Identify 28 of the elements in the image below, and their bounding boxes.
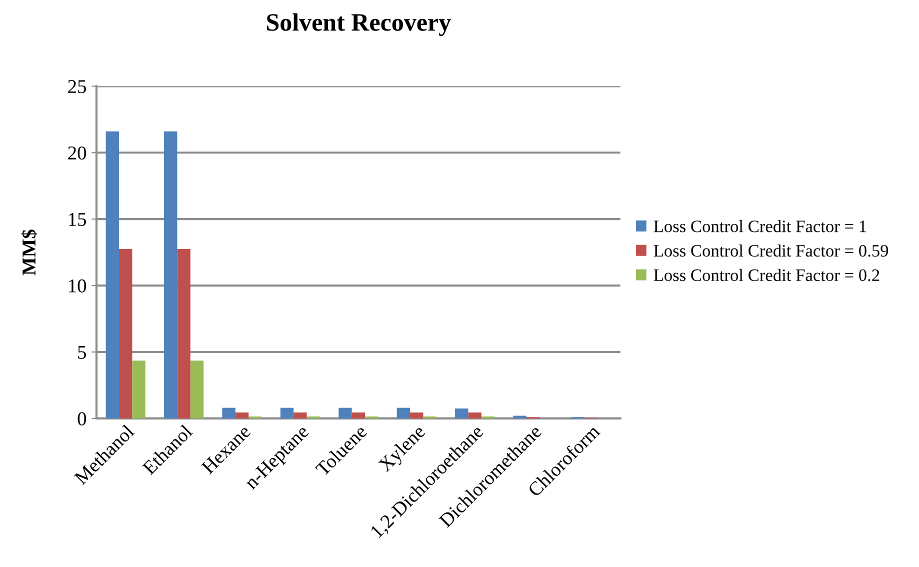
bar (119, 248, 132, 418)
y-tick-label: 20 (68, 146, 86, 160)
bar (106, 131, 119, 418)
bar (352, 412, 366, 418)
bar (338, 408, 352, 418)
bar (177, 248, 190, 418)
bar (410, 412, 424, 418)
bar (164, 131, 178, 418)
y-tick-label: 0 (78, 412, 86, 426)
chart-title: Solvent Recovery (267, 13, 451, 36)
y-tick-label: 10 (69, 279, 86, 292)
bar (190, 360, 204, 418)
y-tick-label: 25 (68, 80, 86, 94)
bar (294, 412, 307, 418)
legend-label: Loss Control Credit Factor = 0.59 (654, 244, 888, 257)
bar (132, 360, 146, 418)
legend-label: Loss Control Credit Factor = 0.2 (654, 268, 880, 282)
legend-label: Loss Control Credit Factor = 1 (654, 220, 866, 232)
y-tick-label: 5 (78, 346, 86, 359)
bar (513, 416, 526, 418)
bar (222, 408, 236, 418)
bar (455, 408, 468, 418)
y-tick-label: 15 (69, 213, 86, 226)
bar (396, 408, 410, 418)
bar (468, 412, 482, 418)
y-axis-title: MM$ (21, 230, 37, 276)
bar (280, 408, 294, 418)
bar (235, 412, 249, 418)
